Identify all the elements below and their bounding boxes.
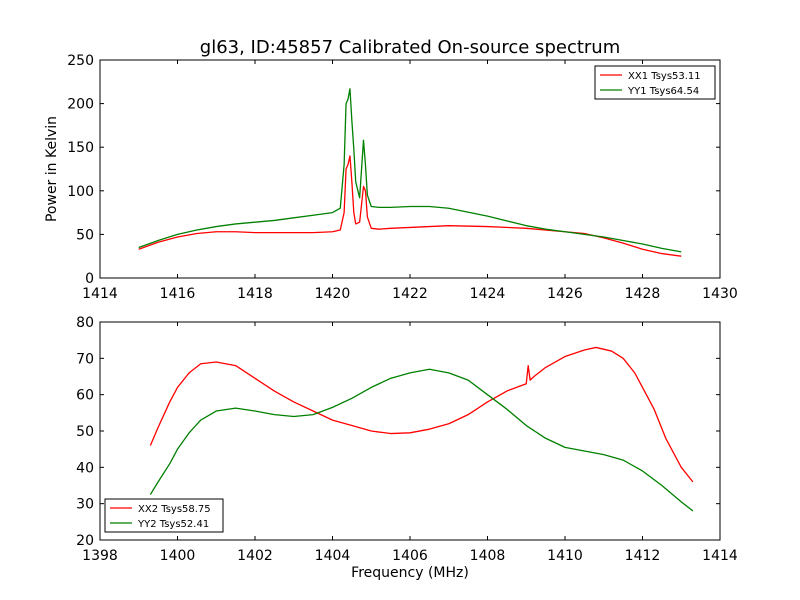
y-tick-label: 150 [67,140,94,156]
x-tick-label: 1420 [315,286,351,302]
x-tick-label: 1424 [470,286,506,302]
x-tick-label: 1410 [547,548,583,564]
y-tick-label: 50 [76,227,94,243]
legend-label: XX1 Tsys53.11 [628,71,701,82]
x-tick-label: 1406 [392,548,428,564]
y-tick-label: 60 [76,388,94,404]
x-tick-label: 1430 [702,286,738,302]
y-tick-label: 0 [85,271,94,287]
y-axis-label: Power in Kelvin [44,116,60,222]
x-tick-label: 1398 [82,548,118,564]
legend-box [594,65,716,100]
x-axis-label: Frequency (MHz) [351,565,469,581]
x-tick-label: 1416 [160,286,196,302]
y-tick-label: 250 [67,53,94,69]
y-tick-label: 70 [76,351,94,367]
y-tick-label: 40 [76,460,94,476]
legend: XX2 Tsys58.75 YY2 Tsys52.41 [104,498,224,533]
y-tick-label: 80 [76,315,94,331]
x-tick-label: 1402 [237,548,273,564]
legend-label: YY2 Tsys52.41 [137,519,209,530]
legend-label: XX2 Tsys58.75 [138,504,211,515]
y-tick-label: 200 [67,97,94,113]
x-tick-label: 1404 [315,548,351,564]
x-tick-label: 1400 [160,548,196,564]
series-line-1-1 [149,368,694,512]
figure-title: gl63, ID:45857 Calibrated On-source spec… [200,37,620,58]
x-tick-label: 1414 [702,548,738,564]
x-tick-label: 1422 [392,286,428,302]
y-tick-label: 100 [67,184,94,200]
y-tick-label: 30 [76,497,94,513]
x-tick-label: 1412 [625,548,661,564]
bottom-panel: 1398 1400 1402 1404 1406 1408 1410 1412 1414 20 30… [76,315,738,581]
y-tick-label: 50 [76,424,94,440]
series-line-0-1 [138,88,682,253]
x-tick-label: 1414 [82,286,118,302]
x-tick-label: 1408 [470,548,506,564]
y-tick-label: 20 [76,533,94,549]
legend-box [104,498,224,533]
x-tick-label: 1428 [625,286,661,302]
legend-label: YY1 Tsys64.54 [627,86,699,97]
series-line-1-0 [149,346,694,483]
legend: XX1 Tsys53.11 YY1 Tsys64.54 [594,65,716,100]
x-tick-label: 1418 [237,286,273,302]
x-tick-label: 1426 [547,286,583,302]
top-panel: 1414 1416 1418 1420 1422 1424 1426 1428 1430 0 50 1… [44,53,738,302]
